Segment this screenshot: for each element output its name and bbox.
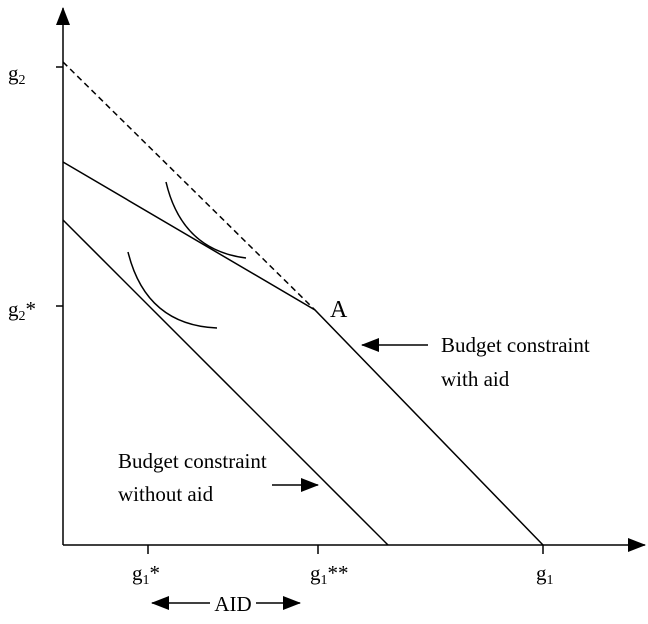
dashed-line: [62, 61, 316, 311]
y-label: g2*: [8, 297, 36, 324]
y-label: g2: [8, 61, 26, 88]
annotation: without aid: [118, 482, 214, 506]
budget-without-aid: [62, 219, 389, 546]
budget-with-aid: [62, 161, 544, 546]
annotation: with aid: [441, 367, 510, 391]
indifference-curve: [127, 251, 218, 329]
point-label: A: [330, 297, 348, 323]
x-label: g1: [536, 561, 554, 588]
annotation: Budget constraint: [118, 449, 267, 473]
x-label: g1**: [310, 561, 349, 588]
x-label: g1*: [132, 561, 160, 588]
annotation: Budget constraint: [441, 333, 590, 357]
aid-label: AID: [214, 592, 251, 616]
indifference-curve: [165, 181, 247, 259]
